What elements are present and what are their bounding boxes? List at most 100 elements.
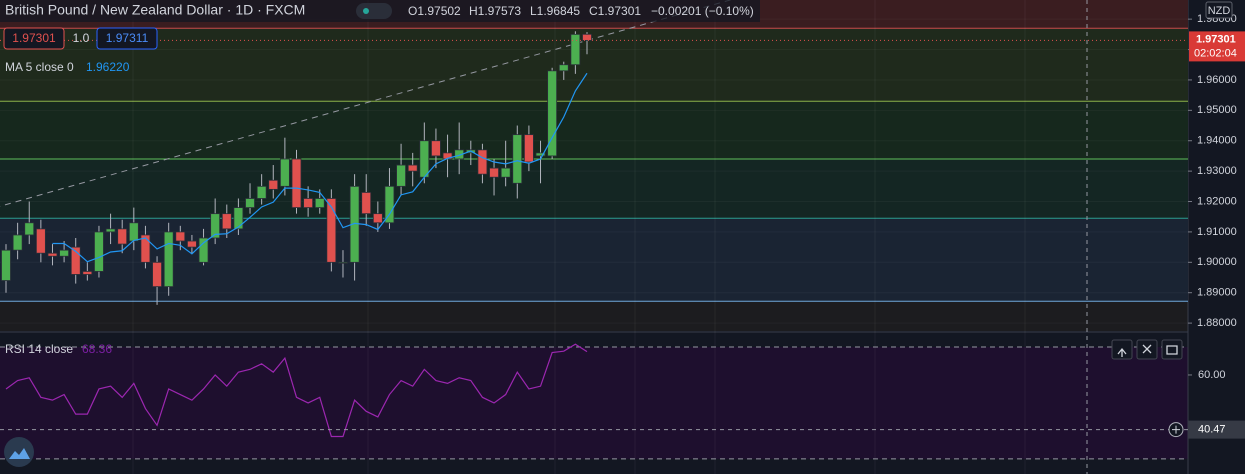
candle-body [94,231,104,272]
candle-body [372,213,383,224]
candle-body [245,198,255,208]
candle-body [24,222,35,236]
level-band [0,28,1188,102]
candle-body [489,167,499,178]
candle-body [326,198,337,263]
y-tick-label: 1.92000 [1197,195,1237,207]
y-tick-label: 1.91000 [1197,226,1237,238]
price-tag-label: 1.97301 [1196,33,1236,45]
pane-button[interactable] [1161,339,1183,360]
y-tick-label: 1.89000 [1197,287,1237,299]
buy-price: 1.97311 [106,31,149,45]
sell-price: 1.97301 [12,31,56,45]
rsi-tick-label: 60.00 [1198,369,1226,381]
candle-body [175,231,186,242]
candle-body [361,191,372,215]
eye-button[interactable] [356,3,392,19]
candle-body [59,249,69,257]
y-tick-label: 1.93000 [1197,165,1237,177]
candle-body [198,237,209,263]
candle-body [338,261,348,264]
candle-body [454,149,465,160]
ohlc-o: O1.97502 [408,4,461,18]
candle-body [535,152,546,157]
candle-body [210,213,221,239]
rsi-band-fill [0,346,1188,459]
candle-body [82,271,93,275]
pane-icon [1142,344,1152,354]
y-tick-label: 1.90000 [1197,256,1237,268]
countdown: 02:02:04 [1194,47,1237,59]
candle-body [35,228,46,254]
candle-body [384,185,395,224]
pane-icon [1166,345,1178,355]
level-band [0,218,1188,302]
candle-body [419,140,430,178]
candle-body [547,70,558,157]
y-tick-label: 1.96000 [1197,74,1237,86]
candle-body [152,261,162,288]
price-axis [1188,0,1245,474]
candle-body [187,240,197,248]
candle-body [279,158,290,187]
candle-body [105,228,116,233]
candle-body [500,167,511,178]
logo-mark [9,448,30,459]
candle-body [524,134,534,163]
candle-body [117,228,128,245]
chart-title: British Pound / New Zealand Dollar · 1D … [5,2,305,18]
y-tick-label: 1.95000 [1197,104,1237,116]
candle-body [582,33,592,41]
ma-value: 1.96220 [86,60,130,74]
level-band [0,101,1188,159]
currency-box [1205,1,1233,19]
candle-body [233,207,244,230]
ohlc-change: −0.00201 (−0.10%) [651,4,754,18]
add-icon [1172,425,1180,434]
ohlc-c: C1.97301 [589,4,641,18]
currency: NZD [1208,5,1231,17]
candle-body [303,198,314,208]
ohlc-l: L1.96845 [530,4,580,18]
ohlc-h: H1.97573 [469,4,521,18]
candle-body [70,246,81,275]
crosshair-tag [1188,420,1245,439]
price-tag [1189,31,1245,62]
buy-box[interactable] [96,27,158,50]
candle-body [512,134,523,184]
lot-size: 1.0 [73,31,90,45]
candle-body [477,149,488,175]
ma-name: MA 5 close 0 [5,60,74,74]
ma-line [52,72,588,263]
candle-body [12,234,23,251]
candle-body [291,158,302,208]
logo[interactable] [4,437,34,467]
rsi-value: 68.36 [82,342,112,356]
pane-icon [1117,347,1127,357]
y-tick-label: 1.94000 [1197,135,1237,147]
sell-box[interactable] [3,27,65,50]
rsi-name: RSI 14 close [5,342,73,356]
level-band [0,158,1188,219]
candle-body [140,234,151,263]
candle-body [221,213,232,230]
status-dot [363,8,369,14]
candle-body [1,249,11,281]
candle-body [268,179,279,190]
candle-body [128,222,139,242]
trendline [0,0,732,207]
candle-body [407,164,418,172]
candle-body [570,33,581,66]
candle-body [396,164,406,187]
candle-body [314,198,325,208]
y-tick-label: 1.88000 [1197,317,1237,329]
candle-body [47,252,58,257]
candle-body [163,231,174,288]
candle-body [558,64,569,72]
candle-body [256,185,267,199]
crosshair-label: 40.47 [1198,424,1226,436]
rsi-line [5,343,588,438]
candle-body [431,140,441,157]
